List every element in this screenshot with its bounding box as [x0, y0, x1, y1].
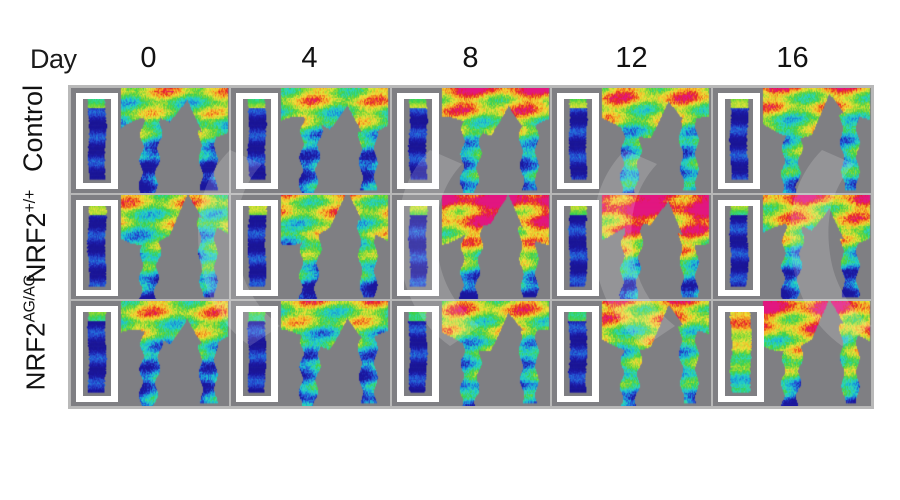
- panel-nrf2-wt-day-16[interactable]: [712, 194, 871, 300]
- row-label-nrf2-agag-text: NRF2: [20, 322, 51, 391]
- inset-specimen-control-day-8: [403, 99, 432, 183]
- panel-nrf2-agag-day-16[interactable]: [712, 301, 871, 406]
- column-header-day-8: 8: [462, 42, 479, 74]
- inset-box-nrf2-agag-day-16[interactable]: [717, 306, 764, 403]
- inset-box-control-day-0[interactable]: [76, 93, 118, 189]
- column-header-day-12: 12: [615, 42, 648, 74]
- inset-box-control-day-4[interactable]: [236, 93, 279, 189]
- inset-specimen-nrf2-agag-day-0: [83, 312, 111, 397]
- inset-specimen-control-day-0: [83, 99, 111, 183]
- inset-box-nrf2-wt-day-12[interactable]: [557, 199, 600, 296]
- inset-specimen-control-day-12: [564, 99, 593, 183]
- panel-nrf2-agag-day-12[interactable]: [552, 301, 711, 406]
- inset-box-nrf2-agag-day-0[interactable]: [76, 306, 118, 403]
- inset-heatmap-nrf2-agag-day-8: [403, 312, 432, 397]
- inset-heatmap-control-day-4: [243, 99, 272, 183]
- inset-specimen-control-day-4: [243, 99, 272, 183]
- inset-heatmap-nrf2-wt-day-0: [83, 205, 111, 290]
- inset-heatmap-nrf2-wt-day-12: [564, 205, 593, 290]
- inset-box-nrf2-agag-day-12[interactable]: [557, 306, 600, 403]
- inset-heatmap-nrf2-agag-day-16: [724, 312, 757, 397]
- panel-nrf2-agag-day-0[interactable]: [71, 301, 230, 406]
- panel-nrf2-wt-day-12[interactable]: [552, 194, 711, 300]
- inset-box-nrf2-wt-day-8[interactable]: [396, 199, 439, 296]
- inset-heatmap-control-day-16: [724, 99, 753, 183]
- inset-heatmap-nrf2-agag-day-12: [564, 312, 593, 397]
- inset-box-nrf2-agag-day-4[interactable]: [236, 306, 279, 403]
- inset-specimen-nrf2-agag-day-16: [724, 312, 757, 397]
- inset-heatmap-nrf2-wt-day-4: [243, 205, 272, 290]
- inset-specimen-nrf2-agag-day-8: [403, 312, 432, 397]
- column-header-day-16: 16: [776, 42, 809, 74]
- inset-box-nrf2-agag-day-8[interactable]: [396, 306, 439, 403]
- inset-heatmap-control-day-0: [83, 99, 111, 183]
- row-label-nrf2-wt-text: NRF2: [21, 212, 51, 283]
- inset-box-nrf2-wt-day-16[interactable]: [717, 199, 760, 296]
- inset-box-nrf2-wt-day-0[interactable]: [76, 199, 118, 296]
- row-label-control: Control: [0, 85, 66, 193]
- inset-specimen-nrf2-wt-day-8: [403, 205, 432, 290]
- inset-heatmap-nrf2-wt-day-16: [724, 205, 753, 290]
- inset-specimen-nrf2-wt-day-12: [564, 205, 593, 290]
- inset-specimen-nrf2-agag-day-12: [564, 312, 593, 397]
- inset-heatmap-nrf2-wt-day-8: [403, 205, 432, 290]
- row-label-nrf2-agag-sup: AG/AG: [21, 274, 39, 323]
- panel-control-day-12[interactable]: [552, 88, 711, 193]
- day-axis-label: Day: [30, 44, 77, 74]
- panel-nrf2-wt-day-0[interactable]: [71, 194, 230, 300]
- panel-nrf2-agag-day-8[interactable]: [391, 301, 551, 406]
- inset-box-control-day-16[interactable]: [717, 93, 760, 189]
- inset-specimen-nrf2-wt-day-0: [83, 205, 111, 290]
- inset-heatmap-nrf2-agag-day-4: [243, 312, 272, 397]
- row-label-control-text: Control: [18, 84, 48, 172]
- row-label-nrf2-agag: NRF2AG/AG: [0, 275, 66, 409]
- panel-nrf2-wt-day-4[interactable]: [231, 194, 390, 300]
- panel-grid: [68, 85, 874, 409]
- panel-control-day-8[interactable]: [391, 88, 551, 193]
- panel-control-day-4[interactable]: [231, 88, 390, 193]
- inset-heatmap-control-day-8: [403, 99, 432, 183]
- row-label-nrf2-wt-sup: +/+: [21, 189, 39, 213]
- inset-box-control-day-8[interactable]: [396, 93, 439, 189]
- column-header-day-0: 0: [140, 42, 157, 74]
- panel-nrf2-agag-day-4[interactable]: [231, 301, 390, 406]
- inset-box-control-day-12[interactable]: [557, 93, 600, 189]
- column-header-row: Day 0 4 8 12 16: [0, 42, 900, 84]
- inset-specimen-nrf2-wt-day-4: [243, 205, 272, 290]
- column-header-day-4: 4: [301, 42, 318, 74]
- panel-control-day-16[interactable]: [712, 88, 871, 193]
- inset-box-nrf2-wt-day-4[interactable]: [236, 199, 279, 296]
- inset-heatmap-control-day-12: [564, 99, 593, 183]
- panel-control-day-0[interactable]: [71, 88, 230, 193]
- inset-heatmap-nrf2-agag-day-0: [83, 312, 111, 397]
- inset-specimen-nrf2-wt-day-16: [724, 205, 753, 290]
- panel-nrf2-wt-day-8[interactable]: [391, 194, 551, 300]
- inset-specimen-nrf2-agag-day-4: [243, 312, 272, 397]
- inset-specimen-control-day-16: [724, 99, 753, 183]
